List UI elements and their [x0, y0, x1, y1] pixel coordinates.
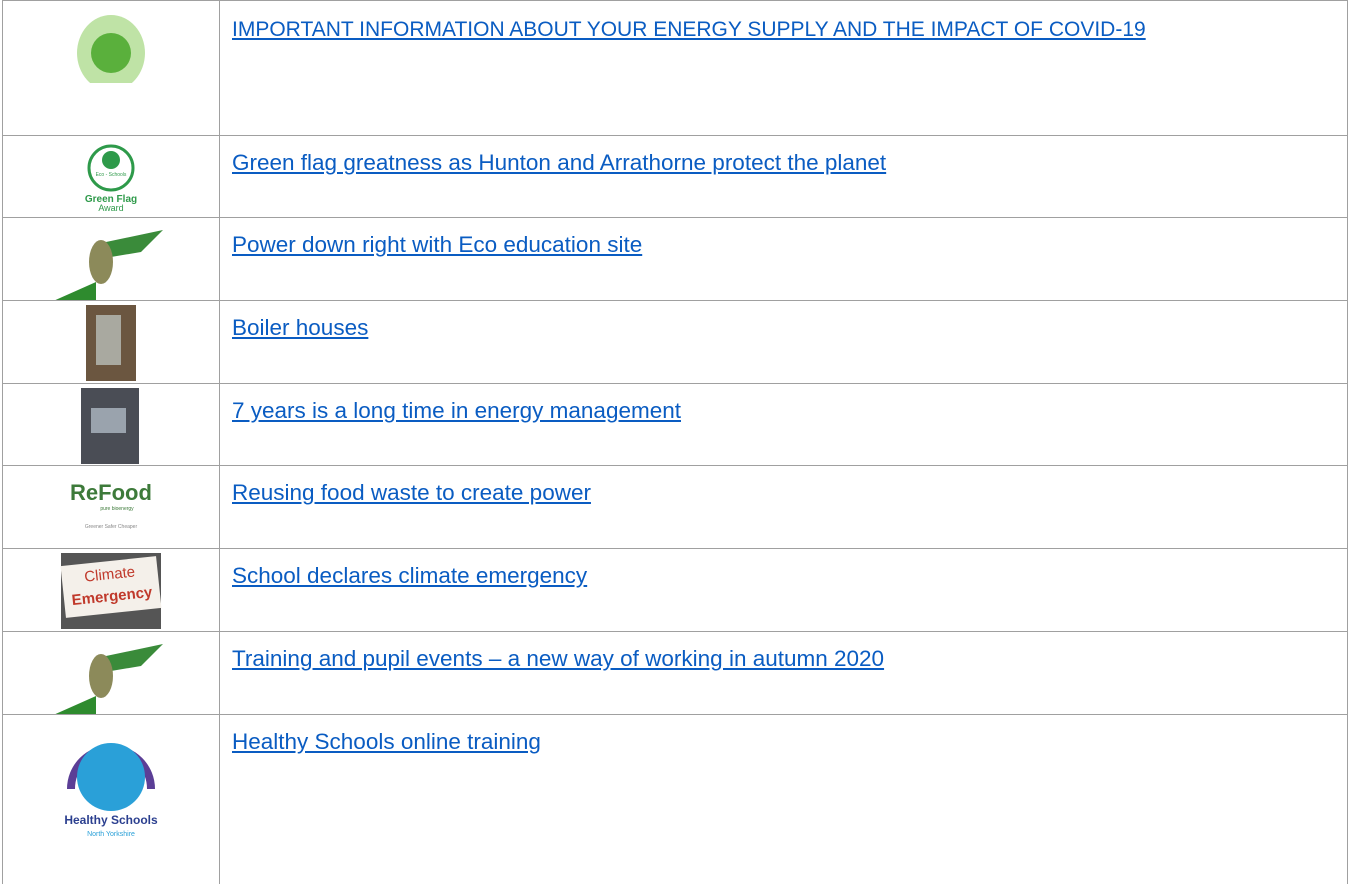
- table-row: Power down right with Eco education site: [2, 217, 1348, 300]
- thumbnail-cell: Healthy Schools North Yorkshire: [3, 715, 220, 884]
- thumb-text: Healthy Schools: [64, 813, 158, 827]
- table-row: Boiler houses: [2, 300, 1348, 383]
- thumbnail-cell: [3, 384, 220, 465]
- article-link[interactable]: Healthy Schools online training: [232, 725, 1227, 759]
- article-link[interactable]: Training and pupil events – a new way of…: [232, 642, 1227, 676]
- article-link[interactable]: School declares climate emergency: [232, 559, 1227, 593]
- article-link[interactable]: Green flag greatness as Hunton and Arrat…: [232, 146, 1227, 180]
- logo-tree: [102, 151, 120, 169]
- cape: [106, 644, 163, 671]
- news-table: IMPORTANT INFORMATION ABOUT YOUR ENERGY …: [0, 0, 1351, 884]
- article-link[interactable]: Power down right with Eco education site: [232, 228, 1227, 262]
- logo-fill: [77, 743, 145, 811]
- thumbnail: [51, 636, 171, 714]
- article-link[interactable]: Reusing food waste to create power: [232, 476, 1227, 510]
- thumbnail: [51, 5, 171, 83]
- table-row: 7 years is a long time in energy managem…: [2, 383, 1348, 465]
- thumbnail-cell: [3, 301, 220, 383]
- ground: [51, 282, 96, 300]
- thumbnail: [51, 388, 171, 465]
- thumb-text: Greener Safer Cheaper: [85, 524, 138, 530]
- thumbnail-cell: [3, 218, 220, 300]
- thumbnail-cell: [3, 1, 220, 135]
- photo-detail: [91, 408, 126, 433]
- table-row: IMPORTANT INFORMATION ABOUT YOUR ENERGY …: [2, 0, 1348, 135]
- article-link[interactable]: Boiler houses: [232, 311, 1227, 345]
- thumb-text: pure bioenergy: [100, 506, 134, 512]
- thumbnail: Healthy Schools North Yorkshire: [51, 719, 171, 849]
- thumbnail-cell: [3, 632, 220, 714]
- table-row: Training and pupil events – a new way of…: [2, 631, 1348, 714]
- article-link[interactable]: IMPORTANT INFORMATION ABOUT YOUR ENERGY …: [232, 13, 1227, 47]
- thumbnail: [51, 305, 171, 383]
- thumb-text: ReFood: [70, 480, 152, 505]
- thumb-text: North Yorkshire: [87, 831, 135, 838]
- thumb-text: Eco - Schools: [96, 172, 127, 178]
- hero: [89, 654, 113, 698]
- ground: [51, 696, 96, 714]
- thumbnail: [51, 222, 171, 300]
- thumb-text: Award: [98, 203, 123, 213]
- cape: [106, 230, 163, 257]
- hero: [89, 240, 113, 284]
- globe: [91, 33, 131, 73]
- photo-detail: [96, 315, 121, 365]
- article-link[interactable]: 7 years is a long time in energy managem…: [232, 394, 1227, 428]
